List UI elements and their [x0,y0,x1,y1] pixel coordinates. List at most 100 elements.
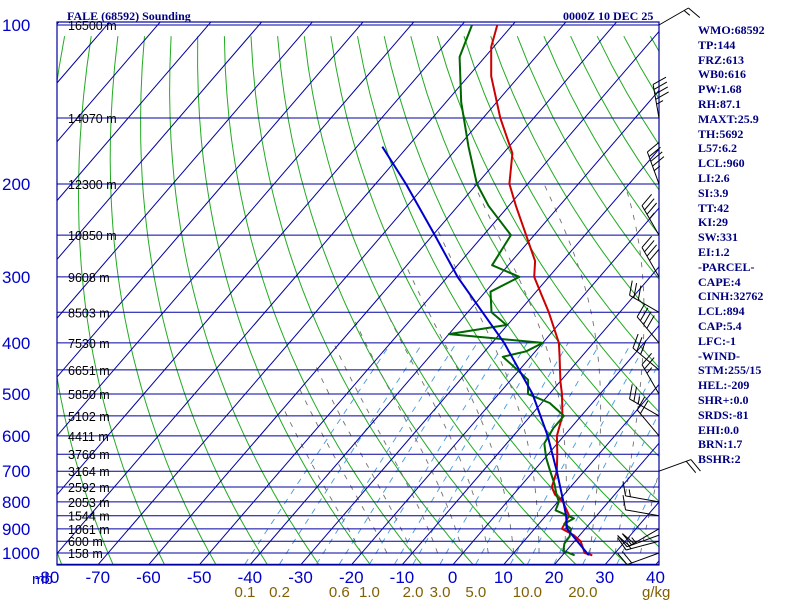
wind-barb-staff [625,509,660,517]
wind-barb-flag [636,303,646,318]
height-label: 1544 m [68,510,110,524]
wind-barb-flag [622,495,627,510]
temperature-tick-label: -70 [85,568,110,587]
isotherm-line [199,30,659,565]
mixing-ratio-tick-label: 1.0 [359,584,380,600]
moist-adiabat-line [315,367,413,554]
index-item: FRZ:613 [698,52,744,67]
index-item: LCL:894 [698,304,745,319]
wind-barb-staff [625,495,660,503]
mixing-ratio-line [582,412,659,565]
wind-barbs [617,7,701,566]
index-item: CINH:32762 [698,289,764,304]
height-label: 600 m [68,535,103,549]
dry-adiabat-line [169,36,320,565]
mixing-ratio-tick-label: 0.1 [234,584,255,600]
wind-barb-flag [653,81,668,90]
mixing-ratio-line [527,342,647,565]
wind-barb-flag [652,156,665,167]
height-label: 5102 m [68,410,110,424]
height-label: 1061 m [68,523,110,537]
wind-barb-staff [636,316,660,344]
index-item: BSHR:2 [698,452,741,467]
mixing-ratio-line [279,342,424,565]
height-label: 2592 m [68,481,110,495]
wind-barb [632,333,660,371]
wind-barb-flag [621,533,633,546]
isotherm-line [57,22,364,378]
wind-barb-staff [629,398,660,417]
index-item: -WIND- [698,348,740,363]
wind-barb-staff [626,552,660,566]
wind-barb-flag [649,248,660,261]
wind-barb-staff [658,459,692,472]
isotherm-line [57,22,212,202]
height-label: 8503 m [68,306,110,320]
index-item: HEL:-209 [698,378,750,393]
height-label: 10850 m [68,229,117,243]
index-item: WB0:616 [698,67,746,82]
index-item: SHR+:0.0 [698,392,749,407]
pressure-tick-label: 400 [2,334,30,353]
temperature-tick-label: -60 [136,568,161,587]
height-label: 7530 m [68,337,110,351]
wind-barb-flag [633,283,638,298]
wind-barb-flag [617,535,630,547]
wind-barb-staff [658,7,689,26]
wind-barb-half-flag [628,489,631,497]
dry-adiabat-line [57,550,62,565]
dry-adiabat-line [784,36,800,564]
mixing-ratio-tick-label: 3.0 [430,584,451,600]
pressure-tick-label: 800 [2,493,30,512]
wind-barb-flag [621,551,633,564]
sounding-title: FALE (68592) Sounding [67,9,191,23]
isotherm-line [351,207,659,565]
pressure-tick-label: 300 [2,268,30,287]
dry-adiabat-line [516,36,659,280]
temperature-tick-label: 20 [545,568,564,587]
height-label: 3766 m [68,448,110,462]
mixing-ratio-tick-label: 20.0 [568,584,597,600]
wind-barb-flag [644,198,655,211]
dry-adiabat-line [410,36,659,458]
mixing-ratio-tick-label: 10.0 [513,584,542,600]
isotherm-line [452,324,659,565]
wind-barb-staff [641,247,660,278]
isotherm-line [554,442,659,565]
wind-barb [641,352,660,395]
isotherm-line [250,89,659,565]
dry-adiabat-line [463,36,659,369]
mixing-ratio-line [369,342,505,565]
wind-barb-flag [644,357,655,370]
moist-adiabat-line [614,183,645,554]
pressure-tick-label: 600 [2,427,30,446]
wind-barb-staff [636,409,660,437]
index-item: TP:144 [698,37,736,52]
wind-barb-staff [641,364,660,395]
wind-barb-half-flag [683,10,691,16]
index-item: TH:5692 [698,126,744,141]
isotherm-line [148,22,618,565]
pressure-tick-label: 100 [2,16,30,35]
wind-barb-flag [655,91,669,100]
wind-barb-flag [636,337,643,352]
isotherm-line [57,22,161,143]
mixing-ratio-line [510,342,632,565]
isotherm-line [57,22,466,496]
wind-barb [636,303,660,344]
index-item: STM:255/15 [698,363,762,378]
temperature-tick-label: -10 [390,568,415,587]
wind-barb-flag [622,481,627,497]
wind-barb-flag [685,460,697,474]
moist-adiabat-line [543,183,602,554]
temperature-tick-label: -30 [288,568,313,587]
wind-barb-flag [643,311,652,325]
pressure-tick-label: 1000 [2,544,40,563]
mixing-ratio-line [394,342,528,565]
height-label: 6651 m [68,364,110,378]
pressure-tick-label: 700 [2,462,30,481]
dry-adiabat-lines [57,35,800,565]
wind-barb-flag [690,459,701,472]
parcel-profile-line [381,146,590,556]
